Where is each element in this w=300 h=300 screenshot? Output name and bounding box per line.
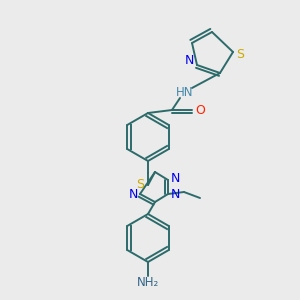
Text: N: N [184, 55, 194, 68]
Text: NH₂: NH₂ [137, 275, 159, 289]
Text: HN: HN [176, 86, 194, 100]
Text: O: O [195, 103, 205, 116]
Text: S: S [136, 178, 144, 191]
Text: S: S [236, 49, 244, 62]
Text: N: N [128, 188, 138, 202]
Text: N: N [170, 188, 180, 202]
Text: N: N [170, 172, 180, 185]
